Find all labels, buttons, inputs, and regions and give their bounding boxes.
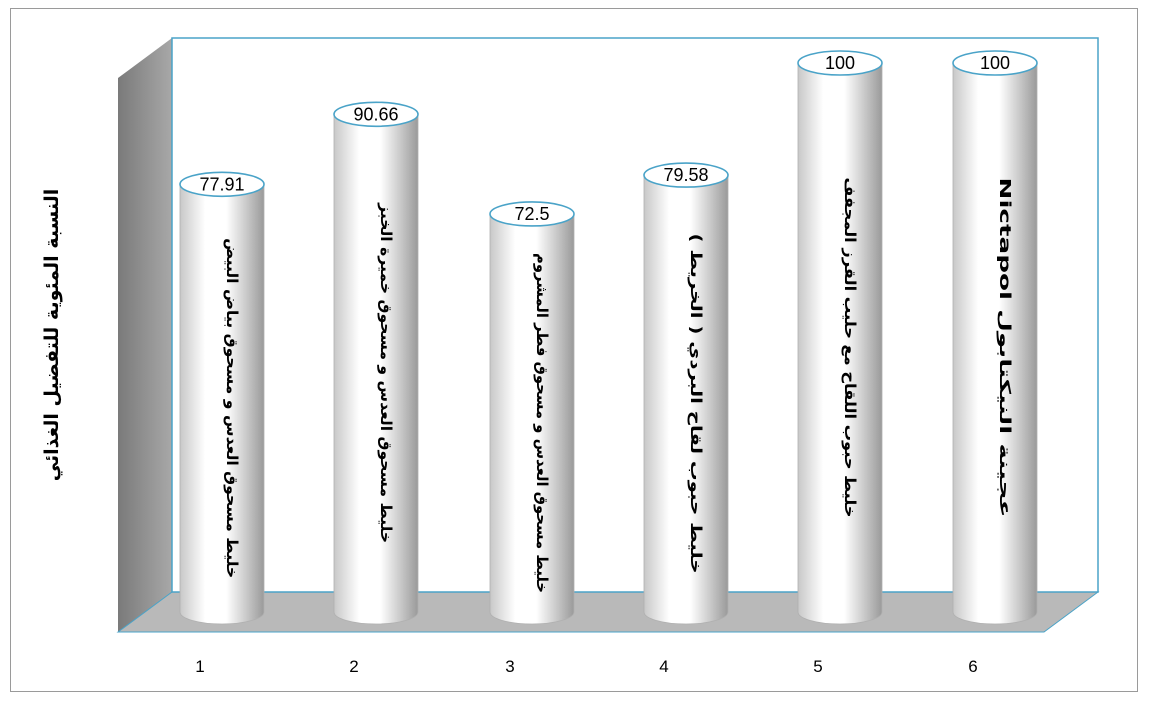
floor	[116, 591, 1100, 633]
back-wall	[171, 37, 1099, 593]
y-axis-label: النسبة المئوية للتفضيل الغذائي	[41, 188, 63, 482]
bar-group: 79.58 خليط حبوب لقاح البردي ( الخريط )	[643, 162, 729, 625]
bar-group: 72.5 خليط مسحوق العدس و مسحوق فطر المشروم	[489, 201, 575, 625]
bar-top	[952, 50, 1038, 76]
bars-layer: 77.91 خليط مسحوق العدس و مسحوق بياض البيض…	[179, 50, 1038, 625]
bar-top	[797, 50, 883, 76]
bar-body	[643, 174, 729, 625]
data-label: 90.66	[353, 104, 398, 124]
bar-label: خليط مسحوق العدس و مسحوق خميرة الخبز	[377, 202, 395, 543]
bar-top	[179, 171, 265, 198]
bar-body	[952, 62, 1038, 625]
bar-group: 100 خليط حبوب اللقاح مع حليب القرز المجفف	[797, 50, 883, 625]
bar-body	[179, 183, 265, 625]
bar-body	[489, 213, 575, 625]
side-wall	[118, 38, 172, 632]
data-label: 100	[980, 53, 1010, 73]
bar-group: 77.91 خليط مسحوق العدس و مسحوق بياض البيض	[179, 171, 265, 625]
bar-label: خليط حبوب لقاح البردي ( الخريط )	[686, 234, 705, 574]
x-tick-label: 4	[659, 657, 668, 676]
x-tick-label: 6	[968, 657, 977, 676]
data-label: 100	[825, 53, 855, 73]
bar-top	[643, 162, 729, 188]
bar-body	[797, 62, 883, 625]
x-tick-label: 1	[195, 657, 204, 676]
bar-body	[333, 113, 419, 625]
x-tick-label: 2	[349, 657, 358, 676]
bar-top	[333, 101, 419, 128]
bar-label: خليط حبوب اللقاح مع حليب القرز المجفف	[841, 178, 859, 518]
bar-group: 90.66 خليط مسحوق العدس و مسحوق خميرة الخب…	[333, 101, 419, 625]
bar-label: خليط مسحوق العدس و مسحوق بياض البيض	[223, 238, 241, 578]
bar-group: 100 عجينة النيكتابول Nictapol	[952, 50, 1038, 625]
data-label: 77.91	[199, 174, 244, 194]
bar-label: عجينة النيكتابول Nictapol	[996, 178, 1014, 518]
data-label: 72.5	[514, 204, 549, 224]
data-label: 79.58	[663, 165, 708, 185]
x-tick-label: 3	[505, 657, 514, 676]
x-tick-label: 5	[813, 657, 822, 676]
bar-label: خليط مسحوق العدس و مسحوق فطر المشروم	[533, 253, 551, 593]
bar-top	[489, 201, 575, 227]
x-axis-ticks: 1 2 3 4 5 6	[195, 657, 977, 676]
